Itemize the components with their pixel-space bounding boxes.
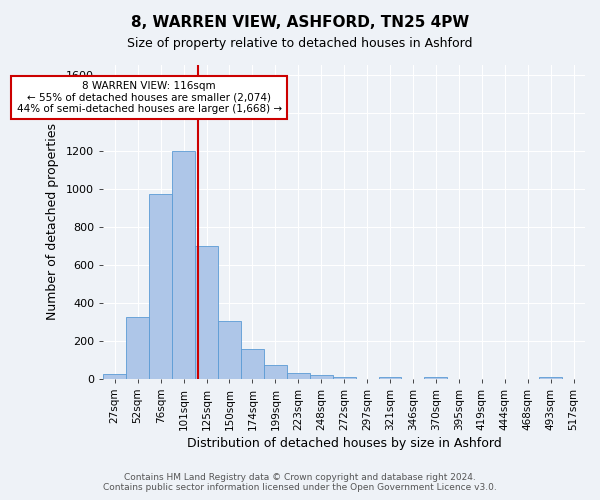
Bar <box>264 364 287 379</box>
Text: Contains HM Land Registry data © Crown copyright and database right 2024.
Contai: Contains HM Land Registry data © Crown c… <box>103 473 497 492</box>
X-axis label: Distribution of detached houses by size in Ashford: Distribution of detached houses by size … <box>187 437 502 450</box>
Bar <box>287 373 310 379</box>
Bar <box>424 376 448 379</box>
Text: 8, WARREN VIEW, ASHFORD, TN25 4PW: 8, WARREN VIEW, ASHFORD, TN25 4PW <box>131 15 469 30</box>
Bar <box>539 377 562 379</box>
Bar <box>241 350 264 379</box>
Bar <box>379 377 401 379</box>
Bar <box>172 150 195 379</box>
Y-axis label: Number of detached properties: Number of detached properties <box>46 124 59 320</box>
Bar <box>149 194 172 379</box>
Bar <box>195 246 218 379</box>
Bar <box>310 375 332 379</box>
Text: 8 WARREN VIEW: 116sqm
← 55% of detached houses are smaller (2,074)
44% of semi-d: 8 WARREN VIEW: 116sqm ← 55% of detached … <box>17 80 282 114</box>
Bar <box>218 321 241 379</box>
Bar <box>126 317 149 379</box>
Bar <box>103 374 126 379</box>
Text: Size of property relative to detached houses in Ashford: Size of property relative to detached ho… <box>127 38 473 51</box>
Bar <box>332 376 356 379</box>
